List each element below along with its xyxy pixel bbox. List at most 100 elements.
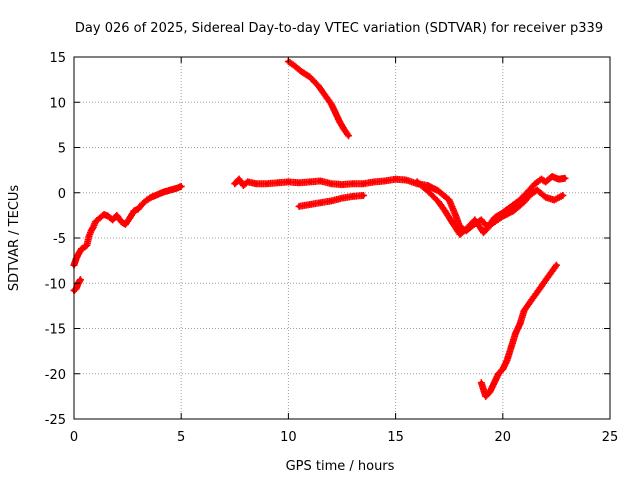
data-point — [329, 181, 334, 186]
x-tick-label: 0 — [70, 430, 78, 445]
x-tick-label: 10 — [280, 430, 297, 445]
data-point — [101, 212, 107, 217]
data-point — [451, 222, 456, 227]
data-point — [114, 213, 120, 218]
data-point — [513, 330, 518, 336]
data-point — [296, 204, 302, 209]
x-tick-label: 15 — [387, 430, 404, 445]
data-point — [275, 180, 280, 185]
data-point — [509, 344, 514, 349]
data-point — [93, 219, 98, 224]
data-point — [534, 187, 540, 193]
data-point — [241, 183, 246, 188]
data-point — [97, 215, 102, 221]
data-point — [318, 200, 323, 205]
data-point — [522, 199, 527, 204]
data-point — [299, 69, 304, 74]
data-point — [136, 206, 141, 212]
data-point — [318, 178, 323, 184]
data-point — [562, 176, 568, 181]
data-point — [549, 174, 555, 179]
data-point — [346, 133, 351, 138]
axis-ticks: 0 5 10 15 20 25 -25 -20 -15 -10 -5 0 5 10 15 — [45, 51, 619, 445]
data-point — [504, 357, 510, 363]
data-point — [479, 380, 484, 385]
data-point — [110, 217, 115, 223]
x-axis-label: GPS time / hours — [286, 459, 395, 474]
data-point — [500, 214, 505, 219]
data-point — [425, 188, 430, 194]
data-point — [333, 110, 338, 116]
y-tick-label: -15 — [45, 323, 66, 338]
data-point — [350, 194, 355, 199]
x-tick-label: 20 — [495, 430, 512, 445]
data-point — [547, 272, 553, 277]
data-point — [554, 262, 559, 268]
data-point — [500, 367, 505, 372]
data-point — [339, 195, 345, 201]
data-point — [307, 179, 313, 185]
data-point — [371, 179, 377, 185]
data-point — [307, 74, 313, 80]
y-tick-label: -25 — [45, 413, 66, 428]
data-point — [511, 208, 516, 214]
data-point — [541, 281, 546, 286]
data-point — [457, 232, 463, 237]
data-point — [161, 189, 167, 195]
data-point — [404, 177, 409, 183]
data-point — [522, 308, 527, 313]
data-point — [492, 380, 497, 385]
data-point — [496, 371, 501, 376]
data-point — [322, 92, 328, 98]
data-point — [543, 179, 548, 185]
data-point — [479, 217, 484, 223]
data-point — [144, 197, 150, 203]
data-point — [286, 179, 291, 185]
data-point — [316, 83, 321, 89]
data-point — [73, 256, 79, 262]
data-point — [339, 182, 345, 187]
y-tick-label: -5 — [53, 232, 66, 247]
data-point — [254, 181, 259, 186]
data-point — [543, 195, 548, 200]
series-rising-tail — [477, 261, 560, 400]
y-tick-label: -10 — [45, 277, 66, 292]
data-point — [91, 224, 96, 230]
data-point — [131, 208, 137, 214]
series-lower-middle — [295, 191, 367, 210]
data-point — [382, 178, 388, 184]
data-point — [292, 63, 298, 69]
data-point — [84, 243, 90, 248]
x-tick-label: 5 — [177, 430, 185, 445]
data-point — [118, 219, 124, 224]
data-point — [232, 181, 237, 186]
data-point — [127, 215, 132, 221]
grid — [74, 57, 610, 419]
series-middle-track-secondary — [413, 178, 567, 238]
data-point — [123, 222, 128, 227]
data-point — [414, 179, 420, 185]
data-point — [526, 188, 531, 194]
data-point — [528, 192, 533, 197]
data-point — [86, 233, 92, 239]
y-tick-label: 0 — [58, 187, 66, 202]
y-tick-label: 15 — [49, 51, 66, 66]
data-point — [236, 176, 242, 182]
data-point — [140, 201, 145, 206]
data-point — [472, 217, 478, 223]
data-point — [487, 389, 493, 395]
data-point — [168, 187, 173, 193]
data-point — [153, 193, 158, 198]
data-point — [329, 198, 334, 204]
data-point — [552, 197, 557, 203]
y-tick-label: 5 — [58, 142, 66, 157]
data-point — [483, 394, 488, 399]
data-point — [337, 119, 343, 125]
data-point — [453, 213, 458, 218]
data-point — [534, 290, 540, 295]
data-point — [464, 226, 469, 232]
data-point — [157, 191, 162, 196]
data-point — [79, 246, 84, 252]
y-tick-label: -20 — [45, 368, 66, 383]
